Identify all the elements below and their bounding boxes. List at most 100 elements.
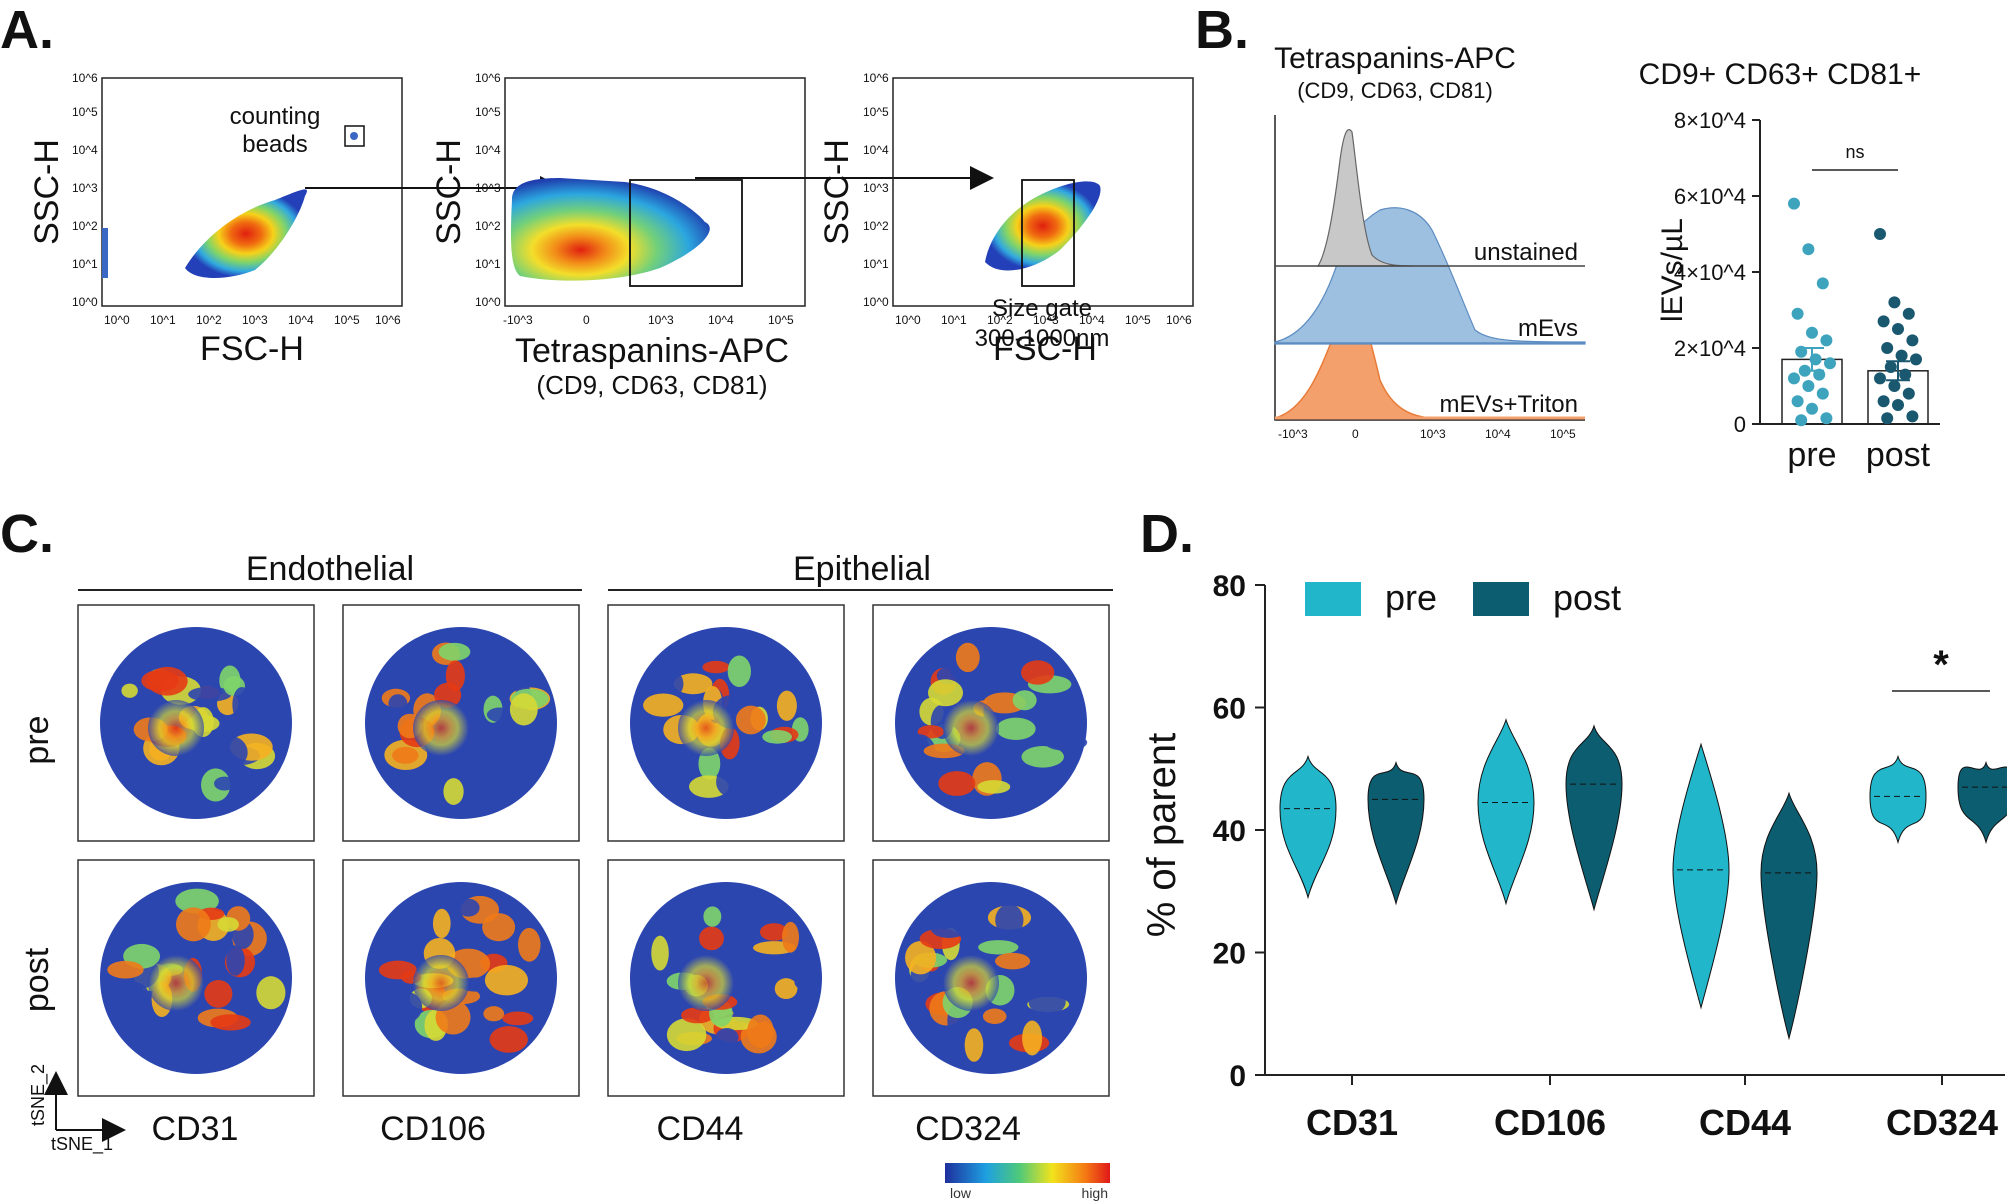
violin-post-cd324 (1957, 760, 2007, 845)
tsne-cluster (994, 952, 1031, 970)
violin-chart: % of parent 0 20 40 60 80 CD31 CD106 CD44 CD324… (1140, 570, 2007, 1143)
tsne-cluster (644, 992, 687, 1016)
annotation-line-1: Size gate (992, 295, 1092, 322)
y-ticks: 10^0 10^1 10^2 10^3 10^4 10^5 10^6 (475, 71, 501, 309)
data-point-post (1884, 361, 1897, 373)
tsne-frame (342, 859, 580, 1097)
data-point-post (1881, 342, 1894, 354)
data-point-post (1877, 315, 1890, 328)
tsne-cluster (643, 693, 684, 717)
tsne-cluster (443, 778, 464, 805)
violin-y-tick-label: 0 (1229, 1060, 1246, 1093)
tsne-cluster (188, 686, 232, 702)
tsne-frame (342, 604, 580, 842)
violin-post-cd31 (1367, 760, 1425, 906)
data-point-pre (1813, 368, 1826, 381)
density-population (985, 181, 1101, 271)
tsne-cluster (1029, 729, 1048, 746)
violin-x-ticks: CD31 CD106 CD44 CD324 (1306, 1075, 1998, 1143)
tsne-cluster (1021, 746, 1064, 768)
tsne-cluster (982, 1008, 1007, 1025)
violin-legend: pre post (1305, 577, 1621, 618)
violin-post-cd106 (1565, 724, 1623, 912)
bar-marks: pre post (1781, 197, 1931, 474)
tsne-cluster (715, 1028, 739, 1047)
tsne-frame (607, 859, 845, 1097)
tsne-cluster (938, 771, 976, 796)
data-point-post (1874, 372, 1886, 385)
data-point-post (1906, 410, 1919, 423)
x-tick: 0 (1352, 427, 1359, 441)
y-tick: 10^0 (863, 295, 889, 309)
legend-label-pre: pre (1385, 577, 1437, 618)
tsne-panels (77, 604, 1110, 1097)
tsne-hotspot (943, 700, 999, 756)
x-tick: 10^4 (708, 313, 734, 327)
tsne-cluster (390, 991, 423, 1023)
significance-star: * (1933, 643, 1949, 687)
tsne-cluster (964, 1028, 984, 1062)
y-tick: 10^0 (475, 295, 501, 309)
tsne-cluster (996, 717, 1036, 741)
violin-pre-cd31 (1279, 754, 1337, 900)
tsne-cluster (392, 746, 419, 764)
bar-chart-title: CD9+ CD63+ CD81+ (1639, 58, 1922, 91)
apc-positive-gate (629, 179, 743, 287)
bead-cluster (350, 132, 358, 140)
violin-y-tick-label: 60 (1213, 693, 1246, 726)
tsne-cluster (673, 673, 713, 695)
bar-y-tick-label: 6×10^4 (1674, 184, 1746, 209)
data-point-pre (1795, 345, 1808, 358)
tsne-cluster (483, 1006, 505, 1022)
bar-y-tick-label: 4×10^4 (1674, 260, 1746, 285)
x-tick: 10^6 (1166, 313, 1192, 327)
tsne-cluster (432, 908, 451, 939)
significance-label: ns (1845, 142, 1864, 162)
x-tick: 10^3 (1420, 427, 1446, 441)
tsne-cluster (232, 686, 252, 723)
data-point-pre (1802, 380, 1815, 392)
flow-plot-size-gate: Size gate 300-1000nm 10^0 10^1 10^2 10^3… (818, 71, 1194, 368)
column-label: CD31 (152, 1110, 239, 1148)
plot-frame (892, 77, 1194, 307)
tsne-cluster (1038, 693, 1077, 721)
density-population (510, 178, 710, 281)
tsne-cluster (438, 642, 471, 661)
tsne-frame (77, 604, 315, 842)
y-tick: 10^2 (863, 219, 889, 233)
data-point-pre (1816, 387, 1829, 400)
violin-y-tick-label: 20 (1213, 938, 1246, 971)
data-point-post (1902, 307, 1915, 320)
x-axis-title: Tetraspanins-APC (515, 332, 789, 370)
tsne-cluster (651, 935, 669, 971)
y-tick: 10^6 (475, 71, 501, 85)
data-point-pre (1802, 243, 1815, 256)
tsne-cluster (735, 705, 766, 735)
tsne-cluster (930, 919, 968, 938)
y-tick: 10^1 (72, 257, 98, 271)
bar-y-axis-title: lEVs/µL (1656, 218, 1689, 322)
x-tick: 10^2 (196, 313, 222, 327)
y-axis-title: SSC-H (430, 139, 468, 245)
annotation-line-2: 300-1000nm (975, 325, 1110, 352)
y-tick: 10^4 (475, 143, 501, 157)
data-point-pre (1824, 357, 1836, 370)
tsne-cluster (502, 1011, 534, 1026)
y-tick: 10^5 (863, 105, 889, 119)
bar-y-ticks: 0 2×10^4 4×10^4 6×10^4 8×10^4 (1674, 108, 1760, 437)
plot-frame (101, 77, 403, 307)
y-tick: 10^6 (863, 71, 889, 85)
tsne-cluster (776, 690, 797, 721)
x-ticks: 10^0 10^1 10^2 10^3 10^4 10^5 10^6 (104, 313, 401, 327)
data-point-post (1899, 368, 1912, 381)
histogram-overlay: Tetraspanins-APC (CD9, CD63, CD81) unsta… (1274, 42, 1586, 441)
histogram-label-triton: mEVs+Triton (1440, 391, 1578, 418)
legend-swatch-pre (1305, 582, 1361, 616)
x-tick: 10^1 (941, 313, 967, 327)
tsne-cluster (214, 776, 236, 791)
size-gate-box (1021, 179, 1075, 287)
tsne-cluster (256, 976, 286, 1010)
tsne-cluster (774, 978, 798, 1000)
x-tick: 10^6 (375, 313, 401, 327)
